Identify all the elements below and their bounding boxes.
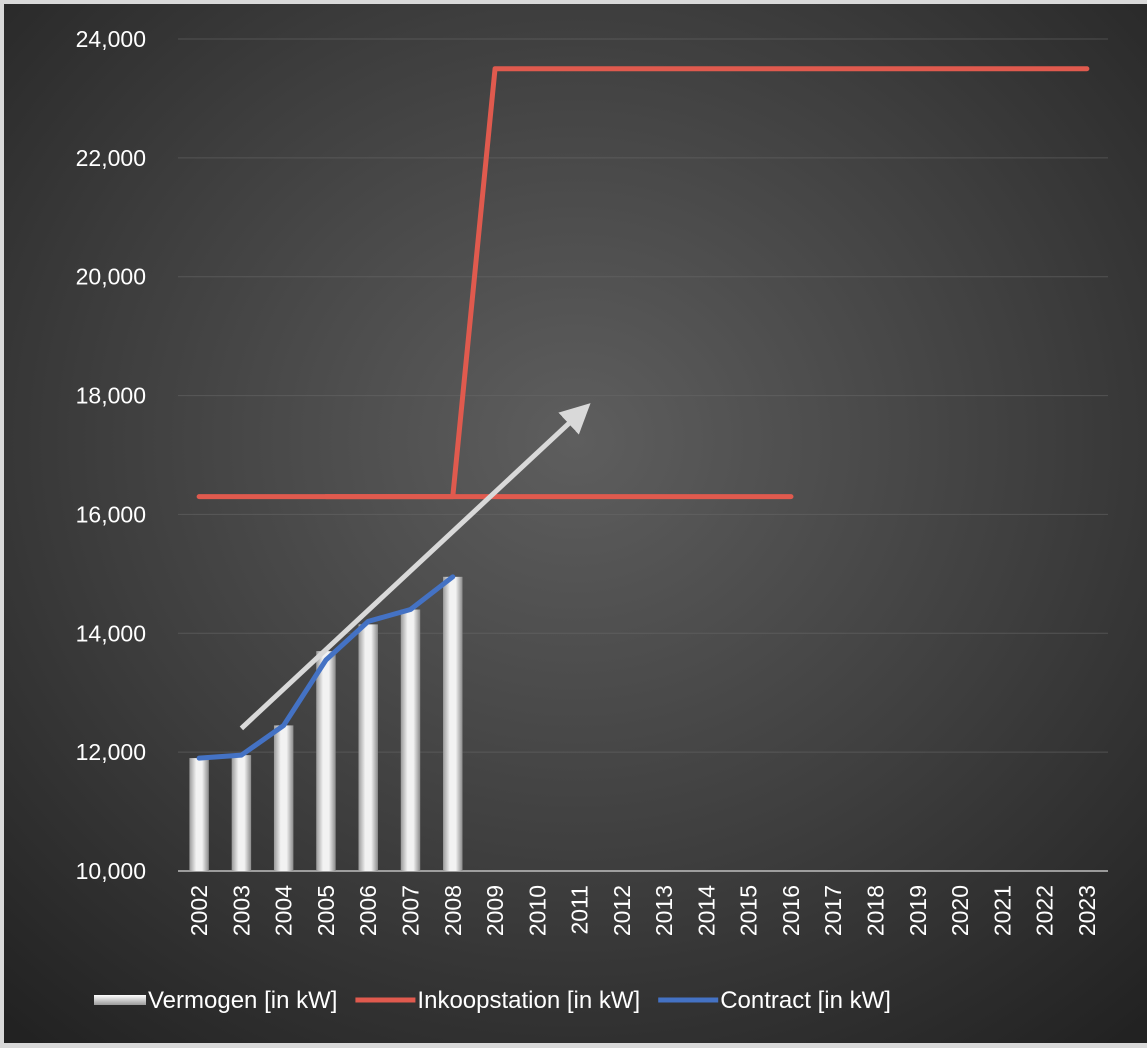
x-tick-label: 2023 xyxy=(1074,885,1100,936)
x-tick-label: 2019 xyxy=(905,885,931,936)
x-tick-label: 2006 xyxy=(355,885,381,936)
bar xyxy=(231,755,252,871)
x-tick-label: 2016 xyxy=(778,885,804,936)
y-tick-label: 18,000 xyxy=(76,383,146,409)
bar xyxy=(273,725,294,871)
x-tick-label: 2018 xyxy=(863,885,889,936)
x-tick-label: 2013 xyxy=(651,885,677,936)
y-tick-label: 12,000 xyxy=(76,739,146,765)
y-tick-label: 16,000 xyxy=(76,501,146,527)
x-tick-label: 2014 xyxy=(693,885,719,936)
x-tick-label: 2017 xyxy=(820,885,846,936)
x-tick-label: 2011 xyxy=(567,885,593,934)
bar xyxy=(316,651,336,871)
y-tick-label: 24,000 xyxy=(76,26,146,52)
x-tick-label: 2003 xyxy=(228,885,254,936)
x-tick-label: 2005 xyxy=(313,885,339,936)
series-line xyxy=(196,574,456,761)
legend-item: Vermogen [in kW] xyxy=(94,987,337,1014)
chart-frame: 10,000 12,000 14,000 16,000 18,000 20,000 22,0… xyxy=(4,4,1147,1043)
legend-item: Inkoopstation [in kW] xyxy=(355,987,640,1014)
x-tick-label: 2022 xyxy=(1032,885,1058,936)
y-tick-label: 22,000 xyxy=(76,145,146,171)
x-tick-label: 2009 xyxy=(482,885,508,936)
y-tick-label: 14,000 xyxy=(76,620,146,646)
legend-swatch xyxy=(94,995,146,1005)
legend-item: Contract [in kW] xyxy=(658,987,891,1014)
x-tick-label: 2007 xyxy=(398,885,424,936)
y-tick-label: 10,000 xyxy=(76,858,146,884)
x-tick-label: 2015 xyxy=(736,885,762,936)
x-tick-label: 2002 xyxy=(186,885,212,936)
y-tick-label: 20,000 xyxy=(76,264,146,290)
bar xyxy=(358,624,378,871)
bar xyxy=(443,576,463,871)
bar xyxy=(189,758,209,871)
x-tick-label: 2010 xyxy=(524,885,550,936)
x-tick-label: 2021 xyxy=(989,885,1015,936)
chart: 10,000 12,000 14,000 16,000 18,000 20,000 22,0… xyxy=(4,4,1147,1043)
trend-arrow xyxy=(239,403,591,731)
x-tick-label: 2020 xyxy=(947,885,973,936)
legend-label: Vermogen [in kW] xyxy=(148,987,337,1014)
x-tick-label: 2004 xyxy=(271,885,297,936)
bar xyxy=(400,609,421,871)
x-tick-label: 2008 xyxy=(440,885,466,936)
legend-label: Contract [in kW] xyxy=(720,987,891,1014)
x-tick-label: 2012 xyxy=(609,885,635,936)
legend-label: Inkoopstation [in kW] xyxy=(417,987,640,1014)
